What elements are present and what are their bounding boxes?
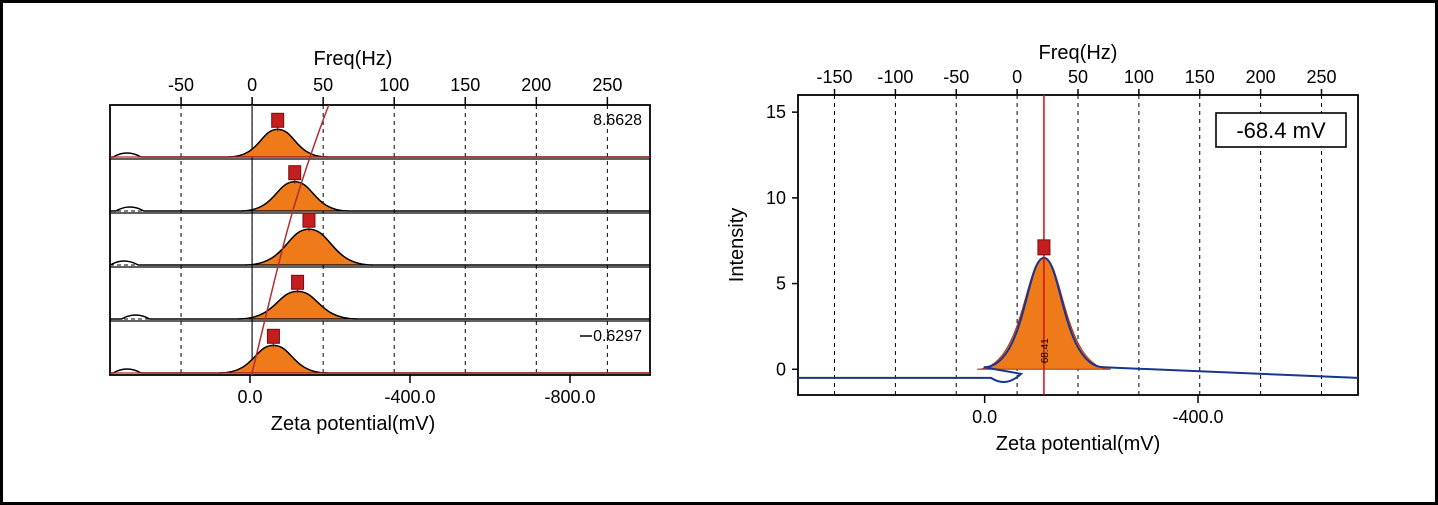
top-tick-label: 200 bbox=[522, 75, 552, 95]
annotation-box-text: -68.4 mV bbox=[1236, 118, 1326, 143]
y-tick-label: 15 bbox=[766, 102, 786, 122]
bottom-tick-label: -400.0 bbox=[385, 387, 436, 407]
top-tick-label: 100 bbox=[1124, 67, 1154, 87]
bottom-tick-label: -400.0 bbox=[1172, 407, 1223, 427]
bottom-axis-title: Zeta potential(mV) bbox=[271, 413, 436, 435]
peak-marker bbox=[268, 329, 280, 343]
plot-border bbox=[110, 105, 650, 375]
peak-fill bbox=[238, 291, 357, 319]
peak-fill bbox=[220, 345, 328, 373]
annotation-top: 8.6628 bbox=[593, 112, 642, 129]
peak-marker bbox=[1038, 240, 1050, 255]
trace-line bbox=[110, 229, 650, 265]
top-tick-label: 0 bbox=[1012, 67, 1022, 87]
top-tick-label: 50 bbox=[1068, 67, 1088, 87]
right-chart-panel: Freq(Hz) -150 -100 -50 0 50 100 150 200 250 0 5 10 15… bbox=[708, 35, 1408, 470]
trace-line bbox=[110, 182, 650, 211]
top-tick-label: 100 bbox=[380, 75, 410, 95]
y-tick-label: 0 bbox=[776, 359, 786, 379]
top-tick-label: 250 bbox=[593, 75, 623, 95]
bottom-tick-label: 0.0 bbox=[972, 407, 997, 427]
peak-marker bbox=[303, 213, 315, 227]
trace-line bbox=[110, 345, 650, 373]
peak-marker bbox=[292, 275, 304, 289]
top-tick-label: 0 bbox=[247, 75, 257, 95]
peak-center-label: 68.41 bbox=[1040, 338, 1051, 363]
top-tick-label: -100 bbox=[877, 67, 913, 87]
top-tick-label: -50 bbox=[168, 75, 194, 95]
top-axis-title: Freq(Hz) bbox=[314, 48, 393, 70]
top-tick-label: 200 bbox=[1245, 67, 1275, 87]
bottom-tick-label: 0.0 bbox=[238, 387, 263, 407]
bottom-axis-title: Zeta potential(mV) bbox=[995, 433, 1160, 455]
top-tick-label: -50 bbox=[943, 67, 969, 87]
top-tick-label: 250 bbox=[1306, 67, 1336, 87]
bottom-tick-label: -800.0 bbox=[545, 387, 596, 407]
right-chart-svg: Freq(Hz) -150 -100 -50 0 50 100 150 200 250 0 5 10 15… bbox=[708, 35, 1408, 465]
top-tick-label: 150 bbox=[451, 75, 481, 95]
peak-marker bbox=[272, 113, 284, 127]
peak-fill bbox=[228, 129, 327, 157]
trace-line bbox=[110, 291, 650, 319]
y-axis-title: Intensity bbox=[726, 208, 748, 282]
trace-line bbox=[110, 129, 650, 157]
annotation-bottom: 0.6297 bbox=[593, 328, 642, 345]
top-axis-title: Freq(Hz) bbox=[1038, 42, 1117, 64]
y-tick-label: 10 bbox=[766, 188, 786, 208]
y-tick-label: 5 bbox=[776, 274, 786, 294]
left-chart-panel: Freq(Hz) -50 0 50 100 150 200 250 8.6628 0.6297 0.… bbox=[30, 35, 690, 470]
top-tick-label: 150 bbox=[1184, 67, 1214, 87]
peak-fill bbox=[245, 229, 373, 265]
top-tick-label: 50 bbox=[313, 75, 333, 95]
figure-frame: Freq(Hz)-500501001502002508.66280.62970.… bbox=[0, 0, 1438, 505]
top-tick-label: -150 bbox=[816, 67, 852, 87]
peak-marker bbox=[289, 166, 301, 180]
left-chart-svg: Freq(Hz) -50 0 50 100 150 200 250 8.6628 0.6297 0.… bbox=[30, 35, 690, 465]
